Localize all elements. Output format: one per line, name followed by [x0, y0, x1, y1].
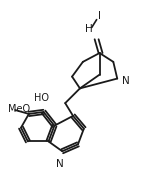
Text: N: N — [122, 76, 130, 86]
Text: HO: HO — [35, 93, 50, 103]
Text: N: N — [56, 159, 64, 169]
Text: MeO: MeO — [8, 104, 30, 114]
Text: H: H — [85, 24, 93, 35]
Text: I: I — [98, 11, 101, 21]
